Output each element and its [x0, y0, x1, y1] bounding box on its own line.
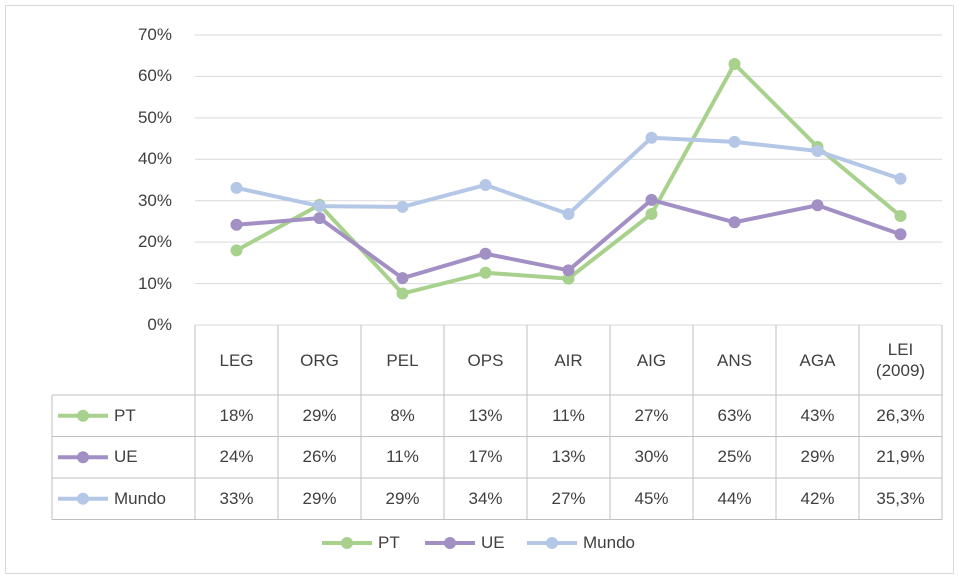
x-tick-label: LEI (2009): [875, 340, 926, 380]
point: [230, 181, 243, 194]
point: [479, 266, 492, 279]
x-tick-label: ANS: [717, 350, 752, 370]
table-value: 25%: [717, 447, 752, 467]
table-value: 42%: [800, 488, 835, 508]
y-tick-label: 10%: [137, 273, 172, 293]
point: [562, 272, 575, 285]
table-value: 13%: [468, 405, 503, 425]
table-series-name: PT: [114, 405, 136, 425]
point: [396, 287, 409, 300]
x-tick-label: AIG: [636, 350, 667, 370]
y-tick-label: 40%: [137, 149, 172, 169]
table-value: 29%: [800, 447, 835, 467]
legend-key: [444, 537, 456, 549]
table-value: 11%: [552, 405, 585, 425]
table-value: 35,3%: [876, 488, 925, 508]
point: [728, 135, 741, 148]
point: [728, 58, 741, 70]
table-value: 8%: [390, 405, 415, 425]
table-value: 18%: [219, 405, 254, 425]
point: [811, 145, 824, 157]
table-value: 45%: [634, 488, 669, 508]
legend-label: UE: [481, 533, 505, 552]
y-tick-label: 60%: [137, 66, 172, 86]
x-tick-label: AIR: [554, 350, 583, 370]
legend-key: [77, 409, 89, 422]
point: [396, 272, 409, 285]
table-value: 21,9%: [876, 447, 925, 467]
legend-key: [546, 537, 558, 549]
point: [313, 200, 326, 213]
table-value: 13%: [551, 447, 586, 467]
y-tick-label: 20%: [137, 232, 172, 252]
legend-key: [77, 492, 89, 505]
legend-key: [341, 537, 353, 549]
point: [396, 200, 409, 213]
table-value: 11%: [386, 447, 419, 467]
table-value: 29%: [385, 488, 420, 508]
y-tick-label: 50%: [137, 107, 172, 127]
point: [728, 216, 741, 229]
table-value: 63%: [717, 405, 752, 425]
table-value: 29%: [302, 405, 337, 425]
chart-border: [5, 5, 954, 574]
table-value: 27%: [551, 488, 586, 508]
point: [645, 193, 658, 206]
point: [562, 264, 575, 277]
point: [811, 199, 824, 212]
table-value: 24%: [219, 447, 254, 467]
y-tick-label: 70%: [137, 25, 172, 44]
point: [894, 228, 907, 241]
table-value: 27%: [634, 405, 669, 425]
x-tick-label: PEL: [386, 350, 419, 370]
legend-label: PT: [378, 533, 400, 552]
x-tick-label: AGA: [799, 350, 836, 370]
table-value: 30%: [634, 447, 669, 467]
point: [645, 207, 658, 220]
point: [562, 207, 575, 220]
point: [479, 247, 492, 260]
table-value: 26%: [302, 447, 337, 467]
table-value: 34%: [468, 488, 503, 508]
point: [313, 212, 326, 225]
point: [645, 131, 658, 144]
point: [230, 244, 243, 257]
table-value: 33%: [219, 488, 254, 508]
table-value: 17%: [468, 447, 503, 467]
x-tick-label: OPS: [467, 350, 504, 370]
legend-label: Mundo: [583, 533, 635, 552]
x-tick-label: LEG: [219, 350, 254, 370]
table-series-name: UE: [114, 447, 138, 467]
table-value: 43%: [800, 405, 835, 425]
table-value: 44%: [717, 488, 752, 508]
point: [894, 210, 907, 223]
point: [479, 178, 492, 191]
y-tick-label: 0%: [147, 315, 172, 334]
table-value: 26,3%: [876, 405, 925, 425]
x-tick-label: ORG: [300, 350, 339, 370]
y-tick-label: 30%: [137, 190, 172, 210]
point: [230, 218, 243, 231]
legend-key: [77, 451, 89, 464]
table-value: 29%: [302, 488, 337, 508]
point: [894, 172, 907, 185]
table-series-name: Mundo: [114, 488, 166, 508]
